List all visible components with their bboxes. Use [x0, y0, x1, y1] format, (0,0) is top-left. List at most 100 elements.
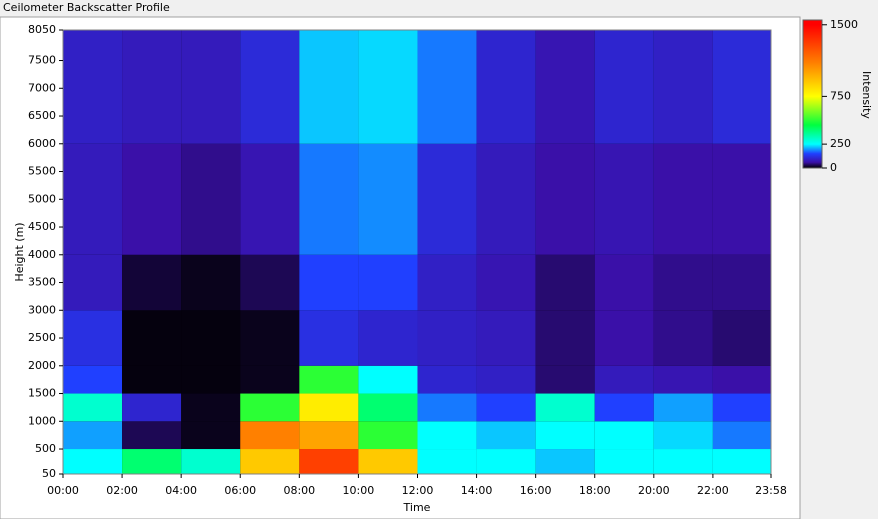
y-tick-label: 3500 — [28, 276, 56, 289]
y-tick-label: 7500 — [28, 54, 56, 67]
heat-cell — [476, 393, 536, 422]
heat-cell — [417, 310, 477, 366]
heat-cell — [653, 421, 713, 450]
heat-cell — [240, 30, 300, 144]
heat-cell — [712, 421, 771, 450]
heat-cell — [122, 449, 182, 474]
heat-cell — [712, 143, 771, 255]
heat-cell — [476, 310, 536, 366]
heat-cell — [181, 449, 241, 474]
x-tick-label: 22:00 — [697, 484, 729, 497]
heat-cell — [299, 310, 359, 366]
y-tick-label: 4500 — [28, 220, 56, 233]
colorbar — [802, 19, 823, 169]
x-tick-label: 08:00 — [283, 484, 315, 497]
heat-cell — [653, 143, 713, 255]
heat-cell — [122, 365, 182, 394]
heat-cell — [417, 143, 477, 255]
heat-cell — [122, 393, 182, 422]
heat-cell — [594, 421, 654, 450]
heat-cell — [535, 30, 595, 144]
y-tick-label: 8050 — [28, 23, 56, 36]
colorbar-tick-label: 750 — [830, 89, 851, 102]
heat-cell — [181, 393, 241, 422]
heat-cell — [653, 365, 713, 394]
heat-cell — [594, 30, 654, 144]
heat-cell — [594, 310, 654, 366]
heat-cell — [417, 421, 477, 450]
heat-cell — [417, 449, 477, 474]
heat-cell — [63, 310, 123, 366]
y-tick-label: 1500 — [28, 387, 56, 400]
heat-cell — [476, 449, 536, 474]
y-tick-label: 5500 — [28, 165, 56, 178]
heat-cell — [594, 254, 654, 311]
heat-cell — [240, 143, 300, 255]
heat-cell — [240, 310, 300, 366]
y-tick-label: 500 — [35, 442, 56, 455]
heat-cell — [122, 254, 182, 311]
x-tick-label: 16:00 — [520, 484, 552, 497]
y-tick-label: 2000 — [28, 359, 56, 372]
x-tick-label: 14:00 — [461, 484, 493, 497]
heat-cell — [240, 449, 300, 474]
heat-cell — [594, 393, 654, 422]
heat-cell — [712, 310, 771, 366]
heat-cell — [63, 143, 123, 255]
heat-cell — [358, 30, 418, 144]
y-tick-label: 7000 — [28, 81, 56, 94]
heat-cell — [122, 421, 182, 450]
heat-cell — [653, 449, 713, 474]
y-tick-label: 1000 — [28, 414, 56, 427]
heat-cell — [299, 254, 359, 311]
heat-cell — [535, 449, 595, 474]
heat-cell — [712, 30, 771, 144]
heat-cell — [181, 143, 241, 255]
x-tick-label: 00:00 — [47, 484, 79, 497]
heat-cell — [358, 449, 418, 474]
heat-cell — [653, 30, 713, 144]
heat-cell — [299, 393, 359, 422]
heat-cell — [63, 30, 123, 144]
heat-cell — [63, 393, 123, 422]
heat-cell — [181, 30, 241, 144]
heat-cell — [240, 393, 300, 422]
heat-cell — [181, 421, 241, 450]
heat-cell — [476, 365, 536, 394]
heat-cell — [653, 254, 713, 311]
heat-cell — [535, 421, 595, 450]
x-tick-label: 23:58 — [755, 484, 787, 497]
y-tick-label: 50 — [42, 467, 56, 480]
heat-cell — [594, 449, 654, 474]
heat-cell — [122, 143, 182, 255]
chart-title: Ceilometer Backscatter Profile — [3, 1, 170, 14]
heat-cell — [417, 30, 477, 144]
heat-cell — [358, 143, 418, 255]
heat-cell — [535, 143, 595, 255]
heat-cell — [358, 393, 418, 422]
heat-cell — [63, 449, 123, 474]
y-tick-label: 4000 — [28, 248, 56, 261]
heat-cell — [299, 30, 359, 144]
heat-cell — [712, 393, 771, 422]
heat-cell — [476, 421, 536, 450]
heat-cell — [594, 143, 654, 255]
y-tick-label: 3000 — [28, 303, 56, 316]
heat-cell — [181, 254, 241, 311]
heat-cell — [417, 393, 477, 422]
heat-cell — [476, 30, 536, 144]
x-tick-label: 12:00 — [402, 484, 434, 497]
y-tick-label: 5000 — [28, 192, 56, 205]
heat-cell — [358, 421, 418, 450]
heat-cell — [240, 254, 300, 311]
heat-cell — [535, 254, 595, 311]
x-tick-label: 10:00 — [343, 484, 375, 497]
heat-cell — [299, 421, 359, 450]
heat-cell — [181, 310, 241, 366]
heat-cell — [240, 421, 300, 450]
heat-cell — [122, 310, 182, 366]
x-tick-label: 06:00 — [224, 484, 256, 497]
y-axis-label: Height (m) — [13, 222, 26, 281]
colorbar-label: Intensity — [860, 71, 873, 119]
